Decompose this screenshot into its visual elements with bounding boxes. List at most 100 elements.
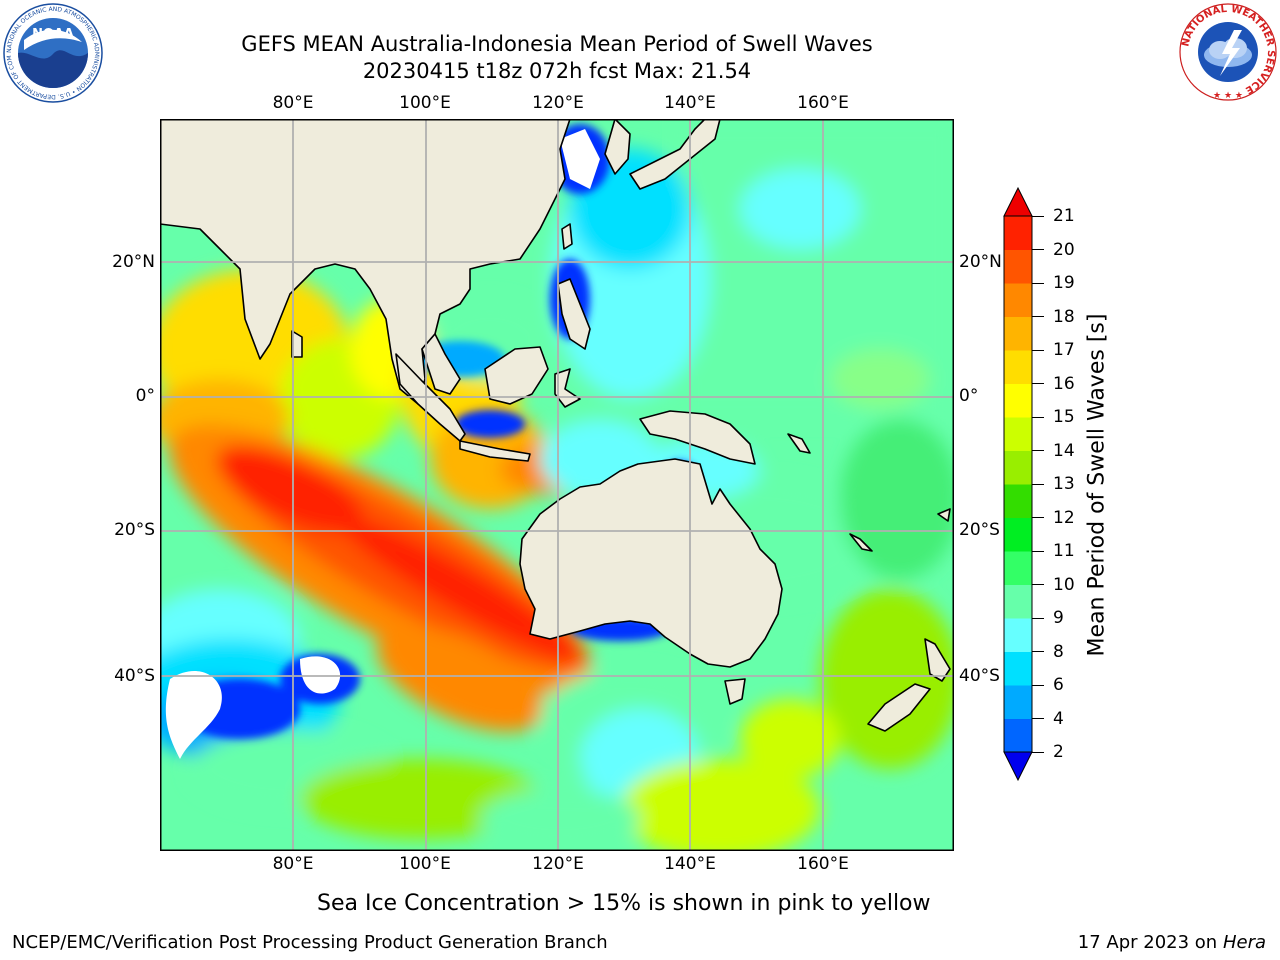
land-new-caledonia: [849, 533, 873, 552]
lon-tick-top: 80°E: [272, 93, 314, 113]
colorbar-tick-label: 21: [1053, 206, 1075, 226]
no-data-patch: [560, 129, 600, 189]
graticule: [160, 119, 954, 851]
colorbar-tick-label: 12: [1053, 507, 1075, 528]
colorbar-band: [1004, 517, 1032, 552]
land-fiji: [937, 508, 951, 522]
colorbar-tick-label: 10: [1053, 574, 1075, 595]
colorbar-over-arrow: [1003, 186, 1033, 217]
swell-field: [160, 119, 954, 851]
colorbar-label: Mean Period of Swell Waves [s]: [1084, 313, 1110, 657]
colorbar-tick-mark: [1032, 651, 1044, 652]
colorbar-tick-mark: [1032, 517, 1044, 518]
colorbar-tick-mark: [1032, 316, 1044, 317]
colorbar-tick-label: 13: [1053, 474, 1075, 494]
colorbar-band: [1004, 383, 1032, 418]
colorbar-bands: [1004, 216, 1032, 753]
swell-period-map: [160, 119, 954, 851]
lon-tick-bottom: 80°E: [272, 854, 314, 874]
colorbar-tick-mark: [1032, 483, 1044, 485]
no-data-patch: [165, 670, 222, 759]
land-malay: [421, 333, 461, 395]
land-japan: [629, 119, 721, 190]
colorbar-tick-mark: [1032, 718, 1044, 719]
land-philippines: [557, 278, 591, 350]
lat-tick-left: 0°: [135, 386, 155, 406]
colorbar-tick-mark: [1032, 416, 1044, 418]
colorbar-tick-mark: [1032, 584, 1044, 585]
colorbar: [1003, 186, 1033, 782]
noaa-wordmark: NOAA: [32, 27, 74, 42]
colorbar-tick-mark: [1032, 550, 1044, 552]
colorbar-under-arrow: [1003, 751, 1033, 782]
colorbar-band: [1004, 249, 1032, 284]
colorbar-tick-mark: [1032, 349, 1044, 351]
colorbar-tick-label: 19: [1053, 273, 1075, 293]
lat-tick-left: 20°S: [114, 520, 155, 540]
lat-tick-left: 20°N: [112, 252, 155, 272]
land-tasmania: [724, 678, 746, 705]
lon-tick-top: 140°E: [664, 93, 716, 113]
colorbar-band: [1004, 216, 1032, 250]
lon-tick-bottom: 160°E: [797, 854, 849, 874]
lat-tick-left: 40°S: [114, 666, 155, 686]
lat-tick-right: 40°S: [959, 666, 1000, 686]
land-sri-lanka: [291, 330, 303, 358]
colorbar-tick-mark: [1032, 617, 1044, 619]
chart-subtitle: 20230415 t18z 072h fcst Max: 21.54: [362, 59, 752, 83]
colorbar-tick-label: 6: [1053, 675, 1064, 695]
land-java: [459, 440, 531, 462]
colorbar-tick-label: 20: [1053, 239, 1075, 260]
lon-tick-bottom: 120°E: [532, 854, 584, 874]
lat-tick-right: 20°N: [959, 252, 1002, 272]
land-nz-north: [924, 638, 951, 682]
colorbar-tick-label: 18: [1053, 306, 1075, 327]
colorbar-band: [1004, 618, 1032, 652]
lon-tick-top: 120°E: [532, 93, 584, 113]
colorbar-tick-label: 8: [1053, 641, 1064, 662]
map-frame: [160, 119, 954, 851]
footer-date-text: 17 Apr 2023 on: [1077, 932, 1223, 953]
sea-ice-note: Sea Ice Concentration > 15% is shown in …: [317, 891, 931, 916]
nws-stars-icon: ★ ★ ★: [1213, 91, 1243, 101]
colorbar-tick-mark: [1032, 450, 1044, 451]
colorbar-tick-mark: [1032, 383, 1044, 384]
footer-host: Hera: [1222, 932, 1266, 953]
land-korea: [604, 119, 631, 175]
colorbar-band: [1004, 551, 1032, 585]
land-solomon: [787, 433, 811, 454]
colorbar-tick-label: 11: [1053, 541, 1075, 561]
colorbar-tick-mark: [1032, 282, 1044, 284]
colorbar-band: [1004, 584, 1032, 619]
colorbar-band: [1004, 417, 1032, 451]
colorbar-tick-label: 2: [1053, 742, 1064, 762]
lon-tick-top: 160°E: [797, 93, 849, 113]
footer-date: 17 Apr 2023 on Hera: [1078, 932, 1266, 954]
footer-credit: NCEP/EMC/Verification Post Processing Pr…: [12, 932, 608, 953]
colorbar-band: [1004, 350, 1032, 384]
lat-tick-right: 0°: [959, 386, 979, 406]
lon-tick-top: 100°E: [399, 93, 451, 113]
colorbar-band: [1004, 685, 1032, 719]
colorbar-band: [1004, 316, 1032, 351]
lon-tick-bottom: 100°E: [399, 854, 451, 874]
colorbar-band: [1004, 718, 1032, 753]
land-new-guinea: [639, 410, 756, 465]
chart-title: GEFS MEAN Australia-Indonesia Mean Perio…: [241, 32, 873, 56]
colorbar-tick-label: 9: [1053, 608, 1064, 628]
colorbar-tick-mark: [1032, 684, 1044, 686]
colorbar-band: [1004, 283, 1032, 317]
no-data-patch: [300, 656, 341, 694]
nws-logo: NATIONAL WEATHER SERVICE ★ ★ ★: [1179, 3, 1277, 101]
land-borneo: [484, 346, 549, 405]
colorbar-band: [1004, 651, 1032, 686]
colorbar-band: [1004, 450, 1032, 485]
colorbar-tick-mark: [1032, 215, 1044, 217]
colorbar-tick-label: 4: [1053, 708, 1064, 729]
land-nz-south: [867, 683, 931, 732]
colorbar-tick-label: 14: [1053, 440, 1075, 461]
lat-tick-right: 20°S: [959, 520, 1000, 540]
colorbar-tick-label: 15: [1053, 407, 1075, 427]
colorbar-tick-label: 17: [1053, 340, 1075, 360]
colorbar-band: [1004, 484, 1032, 518]
